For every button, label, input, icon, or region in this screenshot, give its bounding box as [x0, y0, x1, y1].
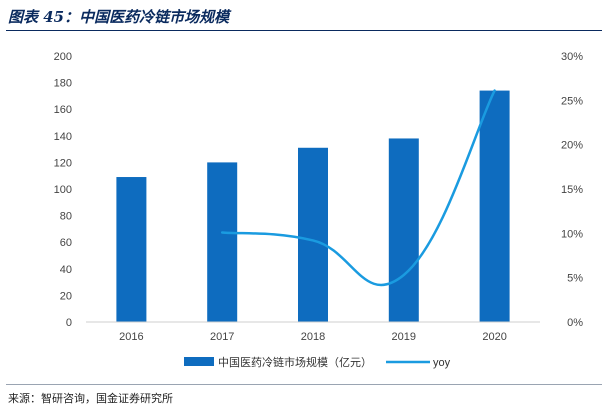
right-tick-label: 15%	[561, 184, 583, 196]
bar-2020	[479, 90, 510, 322]
legend-label-line: yoy	[433, 357, 451, 369]
left-tick-label: 60	[60, 237, 72, 249]
bar-2017	[207, 162, 238, 322]
x-tick-label: 2016	[119, 331, 143, 343]
left-tick-label: 140	[54, 131, 72, 143]
left-tick-label: 200	[54, 51, 72, 63]
x-tick-label: 2019	[392, 331, 416, 343]
right-tick-label: 30%	[561, 51, 583, 63]
right-tick-label: 0%	[567, 317, 583, 329]
x-tick-label: 2020	[482, 331, 506, 343]
legend-label-bar: 中国医药冷链市场规模（亿元）	[218, 355, 372, 369]
left-tick-label: 120	[54, 157, 72, 169]
x-axis-ticks: 2016 2017 2018 2019 2020	[119, 331, 507, 343]
yoy-line	[220, 89, 496, 287]
bar-2019	[388, 138, 419, 322]
left-tick-label: 160	[54, 104, 72, 116]
right-tick-label: 5%	[567, 273, 583, 285]
left-axis-ticks: 0 20 40 60 80 100 120 140 160 180 200	[54, 51, 72, 329]
left-tick-label: 40	[60, 264, 72, 276]
right-tick-label: 10%	[561, 228, 583, 240]
title-divider	[6, 30, 602, 31]
legend: 中国医药冷链市场规模（亿元） yoy	[184, 355, 451, 369]
right-tick-label: 20%	[561, 140, 583, 152]
bar-2016	[116, 177, 147, 322]
left-tick-label: 80	[60, 211, 72, 223]
figure-title: 图表 45：中国医药冷链市场规模	[8, 8, 230, 26]
left-tick-label: 20	[60, 290, 72, 302]
x-tick-label: 2017	[210, 331, 234, 343]
left-tick-label: 0	[66, 317, 72, 329]
x-tick-label: 2018	[301, 331, 325, 343]
legend-swatch-bar	[184, 357, 214, 366]
left-tick-label: 180	[54, 78, 72, 90]
left-tick-label: 100	[54, 184, 72, 196]
bar-2018	[298, 147, 328, 322]
bottom-divider	[6, 384, 602, 385]
source-note: 来源：智研咨询，国金证券研究所	[8, 392, 173, 405]
right-axis-ticks: 0% 5% 10% 15% 20% 25% 30%	[561, 51, 583, 329]
right-tick-label: 25%	[561, 95, 583, 107]
bar-series	[116, 90, 510, 322]
